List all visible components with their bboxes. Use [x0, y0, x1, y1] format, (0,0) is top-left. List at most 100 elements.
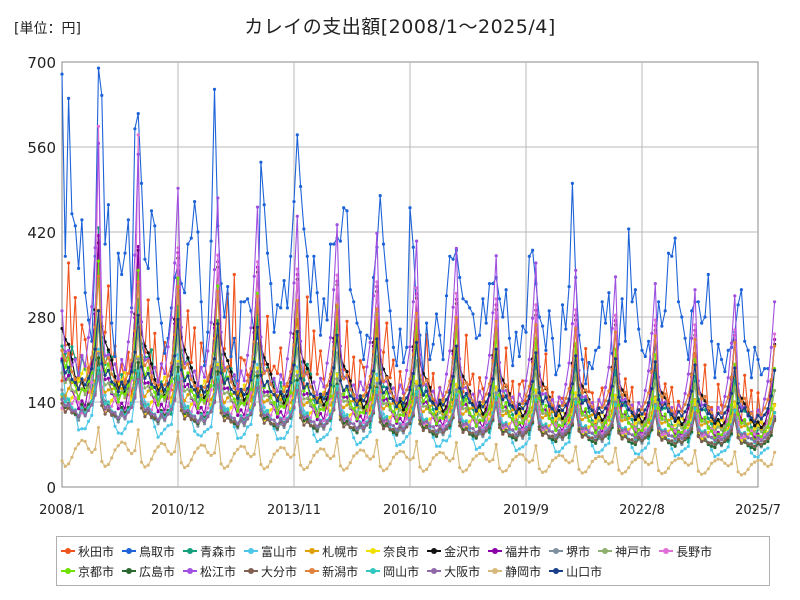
- data-point: [345, 416, 349, 420]
- data-point: [441, 394, 445, 398]
- data-point: [753, 345, 757, 349]
- data-point: [120, 440, 124, 444]
- data-point: [153, 398, 157, 402]
- x-tick-label: 2016/10: [383, 503, 437, 518]
- data-point: [395, 452, 399, 456]
- data-point: [564, 404, 568, 408]
- legend-marker: [122, 566, 137, 576]
- data-point: [421, 410, 425, 414]
- data-point: [550, 407, 555, 411]
- data-point: [236, 447, 240, 451]
- data-point: [759, 425, 763, 430]
- data-point: [481, 430, 485, 434]
- data-point: [587, 400, 591, 404]
- data-point: [169, 373, 173, 377]
- data-point: [620, 393, 624, 397]
- data-point: [292, 281, 296, 285]
- data-point: [647, 339, 651, 343]
- data-point: [438, 444, 442, 448]
- data-point: [255, 370, 260, 374]
- data-point: [600, 418, 604, 422]
- data-point: [173, 261, 177, 265]
- data-point: [541, 428, 545, 432]
- data-point: [196, 384, 200, 388]
- data-point: [401, 408, 405, 412]
- data-point: [362, 425, 366, 430]
- data-point: [434, 407, 439, 411]
- data-point: [673, 441, 677, 445]
- data-point: [239, 394, 243, 398]
- data-point: [176, 365, 180, 369]
- data-point: [637, 401, 641, 405]
- data-point: [398, 404, 402, 408]
- data-point: [726, 438, 730, 442]
- data-point: [769, 462, 773, 467]
- data-point: [368, 340, 372, 345]
- data-point: [719, 441, 724, 445]
- data-point: [259, 160, 263, 164]
- data-point: [285, 381, 289, 385]
- data-point: [219, 462, 223, 466]
- data-point: [743, 432, 747, 436]
- data-point: [729, 425, 734, 429]
- data-point: [252, 402, 256, 406]
- data-point: [159, 389, 163, 393]
- data-point: [120, 391, 124, 395]
- data-point: [309, 392, 313, 396]
- data-point: [468, 463, 472, 467]
- data-point: [590, 401, 594, 405]
- data-point: [773, 411, 777, 415]
- data-point: [309, 300, 313, 304]
- series-line: [61, 367, 776, 444]
- data-point: [567, 387, 571, 391]
- data-point: [620, 398, 624, 402]
- data-point: [630, 418, 634, 422]
- data-point: [279, 401, 283, 405]
- data-point: [411, 411, 415, 415]
- data-point: [613, 402, 618, 406]
- data-point: [136, 357, 140, 361]
- data-point: [524, 442, 528, 446]
- data-point: [163, 442, 167, 447]
- data-point: [246, 387, 250, 391]
- data-point: [438, 386, 442, 390]
- data-point: [209, 375, 213, 379]
- data-point: [461, 395, 465, 399]
- data-point: [318, 419, 323, 423]
- data-point: [275, 399, 279, 403]
- data-point: [265, 362, 270, 366]
- data-point: [206, 450, 210, 454]
- data-point: [560, 438, 565, 442]
- data-point: [365, 435, 369, 439]
- data-point: [690, 373, 694, 377]
- data-point: [759, 419, 763, 423]
- data-point: [159, 382, 163, 386]
- data-point: [63, 350, 67, 354]
- data-point: [110, 372, 114, 376]
- data-point: [749, 445, 754, 450]
- data-point: [554, 437, 558, 441]
- data-point: [408, 377, 412, 381]
- data-point: [560, 424, 565, 428]
- data-point: [444, 439, 449, 443]
- data-point: [315, 401, 319, 405]
- data-point: [719, 416, 724, 420]
- data-point: [63, 254, 67, 258]
- data-point: [265, 390, 270, 394]
- data-point: [193, 450, 197, 454]
- data-point: [726, 435, 730, 439]
- data-point: [186, 413, 190, 417]
- data-point: [249, 455, 253, 459]
- data-point: [610, 420, 614, 424]
- data-point: [484, 376, 488, 380]
- data-point: [275, 422, 279, 427]
- data-point: [541, 392, 545, 396]
- data-point: [362, 436, 366, 440]
- data-point: [584, 388, 588, 392]
- data-point: [335, 223, 339, 227]
- data-point: [229, 387, 233, 391]
- data-point: [362, 365, 366, 369]
- data-point: [547, 416, 551, 420]
- data-point: [537, 396, 541, 400]
- data-point: [759, 458, 763, 462]
